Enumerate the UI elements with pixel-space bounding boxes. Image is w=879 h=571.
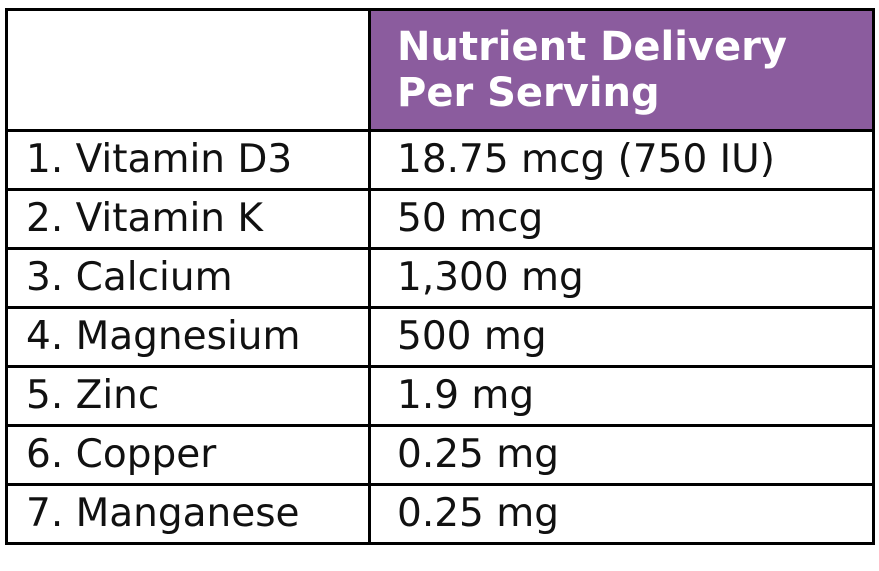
nutrient-amount: 18.75 mcg (750 IU) (368, 129, 875, 191)
nutrient-amount: 0.25 mg (368, 483, 875, 545)
table-row: 5. Zinc 1.9 mg (5, 365, 875, 427)
header-row: Nutrient Delivery Per Serving (5, 8, 875, 132)
nutrient-amount: 500 mg (368, 306, 875, 368)
nutrient-amount: 1,300 mg (368, 247, 875, 309)
table-row: 2. Vitamin K 50 mcg (5, 188, 875, 250)
table-row: 3. Calcium 1,300 mg (5, 247, 875, 309)
nutrient-name: 4. Magnesium (5, 306, 371, 368)
nutrient-amount: 0.25 mg (368, 424, 875, 486)
nutrient-name: 2. Vitamin K (5, 188, 371, 250)
nutrient-amount: 1.9 mg (368, 365, 875, 427)
empty-header-cell (5, 8, 371, 132)
table-body: Nutrient Delivery Per Serving 1. Vitamin… (5, 8, 875, 545)
table-row: 4. Magnesium 500 mg (5, 306, 875, 368)
nutrient-name: 3. Calcium (5, 247, 371, 309)
nutrient-name: 7. Manganese (5, 483, 371, 545)
nutrient-table: Nutrient Delivery Per Serving 1. Vitamin… (5, 8, 875, 545)
nutrient-name: 6. Copper (5, 424, 371, 486)
table-row: 6. Copper 0.25 mg (5, 424, 875, 486)
table-row: 1. Vitamin D3 18.75 mcg (750 IU) (5, 129, 875, 191)
header-cell: Nutrient Delivery Per Serving (368, 8, 875, 132)
nutrient-amount: 50 mcg (368, 188, 875, 250)
table-row: 7. Manganese 0.25 mg (5, 483, 875, 545)
nutrient-name: 1. Vitamin D3 (5, 129, 371, 191)
nutrient-name: 5. Zinc (5, 365, 371, 427)
